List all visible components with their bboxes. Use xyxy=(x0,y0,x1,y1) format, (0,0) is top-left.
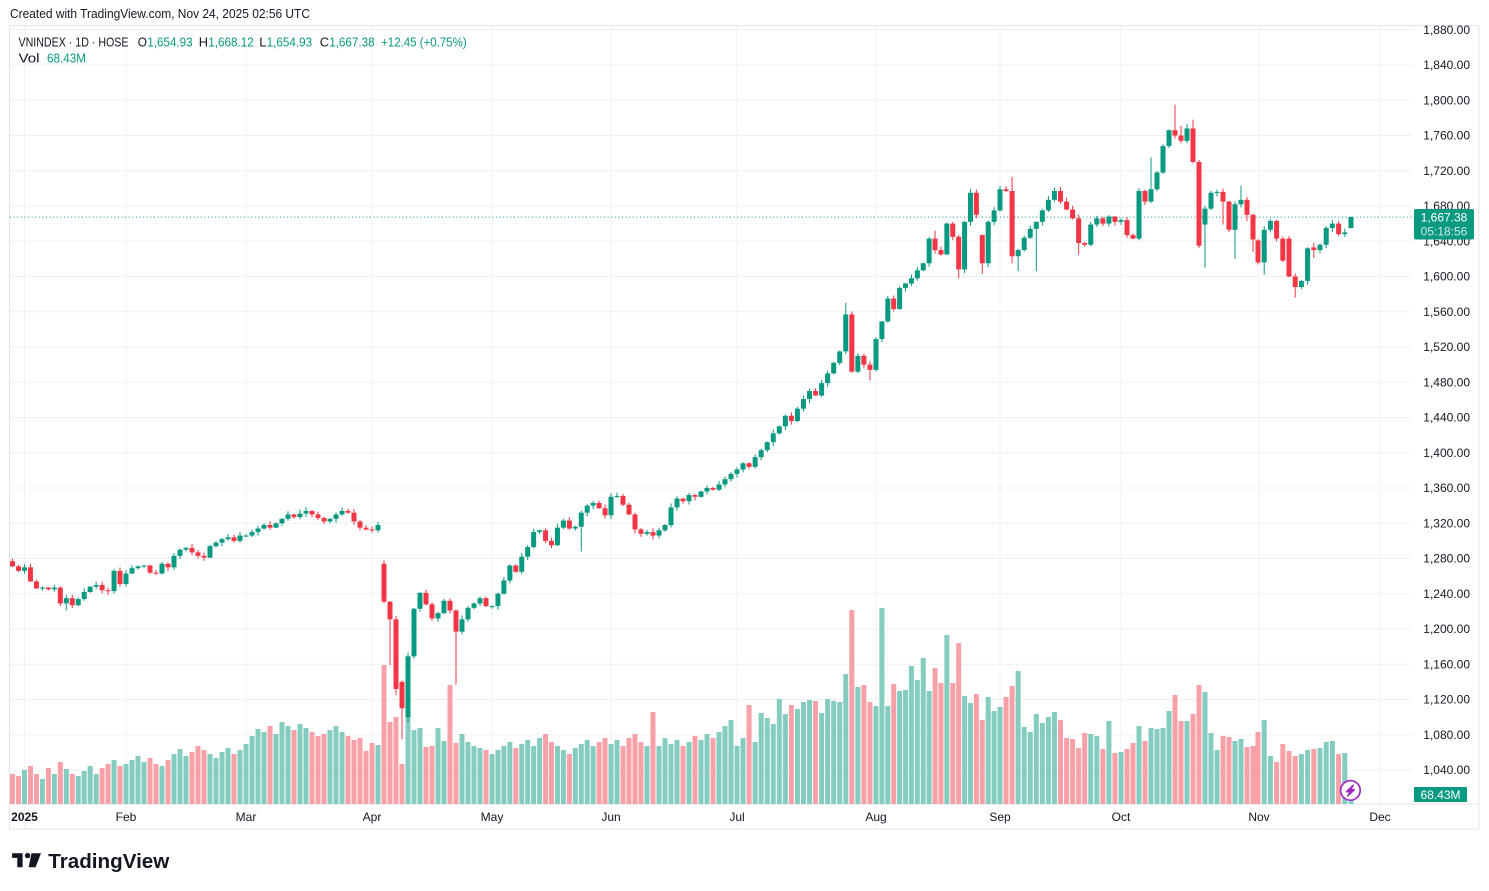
svg-text:1,880.00: 1,880.00 xyxy=(1423,23,1470,37)
svg-text:TradingView: TradingView xyxy=(48,851,169,873)
svg-text:Dec: Dec xyxy=(1369,810,1390,824)
svg-text:VNINDEX · 1D · HOSE: VNINDEX · 1D · HOSE xyxy=(19,35,129,50)
svg-text:Sep: Sep xyxy=(989,810,1011,824)
svg-text:O: O xyxy=(138,35,147,50)
svg-text:L: L xyxy=(259,35,266,50)
svg-text:Oct: Oct xyxy=(1112,810,1131,824)
svg-text:1,280.00: 1,280.00 xyxy=(1423,552,1470,566)
svg-text:1,654.93: 1,654.93 xyxy=(267,35,313,50)
svg-text:1,600.00: 1,600.00 xyxy=(1423,270,1470,284)
svg-text:Feb: Feb xyxy=(116,810,137,824)
svg-text:1,120.00: 1,120.00 xyxy=(1423,693,1470,707)
svg-text:May: May xyxy=(481,810,504,824)
svg-text:C: C xyxy=(320,35,329,50)
svg-text:1,667.38: 1,667.38 xyxy=(1421,211,1468,225)
svg-text:Nov: Nov xyxy=(1248,810,1269,824)
svg-text:1,160.00: 1,160.00 xyxy=(1423,657,1470,671)
svg-text:68.43M: 68.43M xyxy=(1420,788,1460,802)
svg-text:1,240.00: 1,240.00 xyxy=(1423,587,1470,601)
svg-text:1,480.00: 1,480.00 xyxy=(1423,375,1470,389)
svg-text:1,720.00: 1,720.00 xyxy=(1423,164,1470,178)
svg-text:1,040.00: 1,040.00 xyxy=(1423,763,1470,777)
svg-text:1,760.00: 1,760.00 xyxy=(1423,129,1470,143)
svg-text:Created with TradingView.com,: Created with TradingView.com, Nov 24, 20… xyxy=(10,6,310,21)
svg-text:05:18:56: 05:18:56 xyxy=(1421,225,1468,239)
svg-text:1,840.00: 1,840.00 xyxy=(1423,58,1470,72)
svg-text:Jun: Jun xyxy=(601,810,620,824)
svg-text:1,560.00: 1,560.00 xyxy=(1423,305,1470,319)
svg-text:1,360.00: 1,360.00 xyxy=(1423,481,1470,495)
svg-text:1,200.00: 1,200.00 xyxy=(1423,622,1470,636)
svg-text:1,320.00: 1,320.00 xyxy=(1423,516,1470,530)
svg-text:2025: 2025 xyxy=(11,810,38,824)
svg-text:Mar: Mar xyxy=(236,810,257,824)
svg-text:1,668.12: 1,668.12 xyxy=(208,35,254,50)
svg-text:Aug: Aug xyxy=(865,810,886,824)
svg-text:Jul: Jul xyxy=(729,810,744,824)
svg-text:1,440.00: 1,440.00 xyxy=(1423,411,1470,425)
svg-text:1,400.00: 1,400.00 xyxy=(1423,446,1470,460)
svg-text:1,080.00: 1,080.00 xyxy=(1423,728,1470,742)
svg-text:+12.45 (+0.75%): +12.45 (+0.75%) xyxy=(381,35,467,50)
svg-text:1,654.93: 1,654.93 xyxy=(147,35,193,50)
svg-text:Vol: Vol xyxy=(19,51,40,66)
svg-text:Apr: Apr xyxy=(363,810,382,824)
svg-text:1,667.38: 1,667.38 xyxy=(329,35,375,50)
svg-text:1,520.00: 1,520.00 xyxy=(1423,340,1470,354)
svg-text:1,800.00: 1,800.00 xyxy=(1423,93,1470,107)
svg-text:68.43M: 68.43M xyxy=(47,51,86,66)
svg-text:H: H xyxy=(199,35,208,50)
